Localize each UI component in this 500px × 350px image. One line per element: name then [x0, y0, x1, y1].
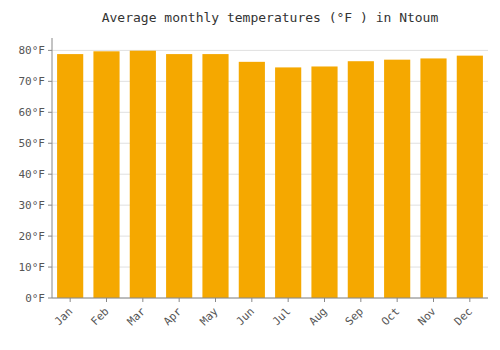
- x-tick: [397, 298, 398, 302]
- y-tick: [48, 81, 52, 82]
- bar: [384, 60, 410, 298]
- bar: [420, 58, 446, 298]
- x-tick-label: Mar: [125, 305, 149, 329]
- bar: [348, 61, 374, 298]
- chart-title: Average monthly temperatures (°F ) in Nt…: [102, 10, 439, 25]
- y-ticks: 0°F 10°F 20°F 30°F 40°F 50°F 60°F 70°F 80°F: [19, 44, 53, 305]
- x-tick-label: Nov: [415, 305, 439, 329]
- bar: [57, 54, 83, 298]
- x-tick-label: Feb: [88, 305, 111, 328]
- y-axis-line: [52, 38, 53, 298]
- y-tick: [48, 205, 52, 206]
- y-tick: [48, 236, 52, 237]
- chart-svg: Average monthly temperatures (°F ) in Nt…: [0, 0, 500, 350]
- y-tick: [48, 267, 52, 268]
- x-tick-label: Jan: [52, 305, 75, 328]
- bar: [202, 54, 228, 298]
- x-tick-label: Jul: [270, 305, 293, 328]
- y-tick-label: 40°F: [19, 168, 46, 181]
- x-tick: [215, 298, 216, 302]
- y-tick-label: 0°F: [25, 292, 45, 305]
- x-tick: [106, 298, 107, 302]
- bar: [311, 66, 337, 298]
- bar: [239, 62, 265, 298]
- x-tick-label: Dec: [452, 305, 475, 328]
- x-tick: [433, 298, 434, 302]
- bars: [57, 51, 483, 298]
- x-ticks: Jan Feb Mar Apr May Jun Jul Aug Sep Oct Nov Dec: [52, 298, 475, 328]
- x-tick-label: Jun: [234, 305, 257, 328]
- y-tick-label: 50°F: [19, 137, 46, 150]
- y-tick-label: 10°F: [19, 261, 46, 274]
- x-tick-label: Apr: [161, 305, 185, 329]
- bar: [275, 67, 301, 298]
- y-tick-label: 60°F: [19, 106, 46, 119]
- bar: [93, 51, 119, 298]
- grid-line: [52, 298, 488, 299]
- y-tick: [48, 174, 52, 175]
- bar: [166, 54, 192, 298]
- y-tick: [48, 112, 52, 113]
- x-tick: [360, 298, 361, 302]
- y-grid: [52, 50, 488, 298]
- y-tick: [48, 50, 52, 51]
- bar: [457, 56, 483, 298]
- x-tick: [469, 298, 470, 302]
- x-axis-line: [52, 298, 488, 299]
- x-tick: [251, 298, 252, 302]
- y-tick-label: 70°F: [19, 75, 46, 88]
- x-tick-label: Aug: [306, 305, 329, 328]
- y-tick-label: 80°F: [19, 44, 46, 57]
- y-tick-label: 30°F: [19, 199, 46, 212]
- x-tick: [288, 298, 289, 302]
- y-tick: [48, 143, 52, 144]
- x-tick: [179, 298, 180, 302]
- x-tick-label: Oct: [379, 305, 402, 328]
- bar: [130, 51, 156, 298]
- x-tick: [142, 298, 143, 302]
- x-tick-label: Sep: [343, 305, 366, 328]
- y-tick-label: 20°F: [19, 230, 46, 243]
- chart-container: Average monthly temperatures (°F ) in Nt…: [0, 0, 500, 350]
- x-tick-label: May: [197, 305, 221, 329]
- x-tick: [70, 298, 71, 302]
- grid-line: [52, 50, 488, 51]
- x-tick: [324, 298, 325, 302]
- y-tick: [48, 298, 52, 299]
